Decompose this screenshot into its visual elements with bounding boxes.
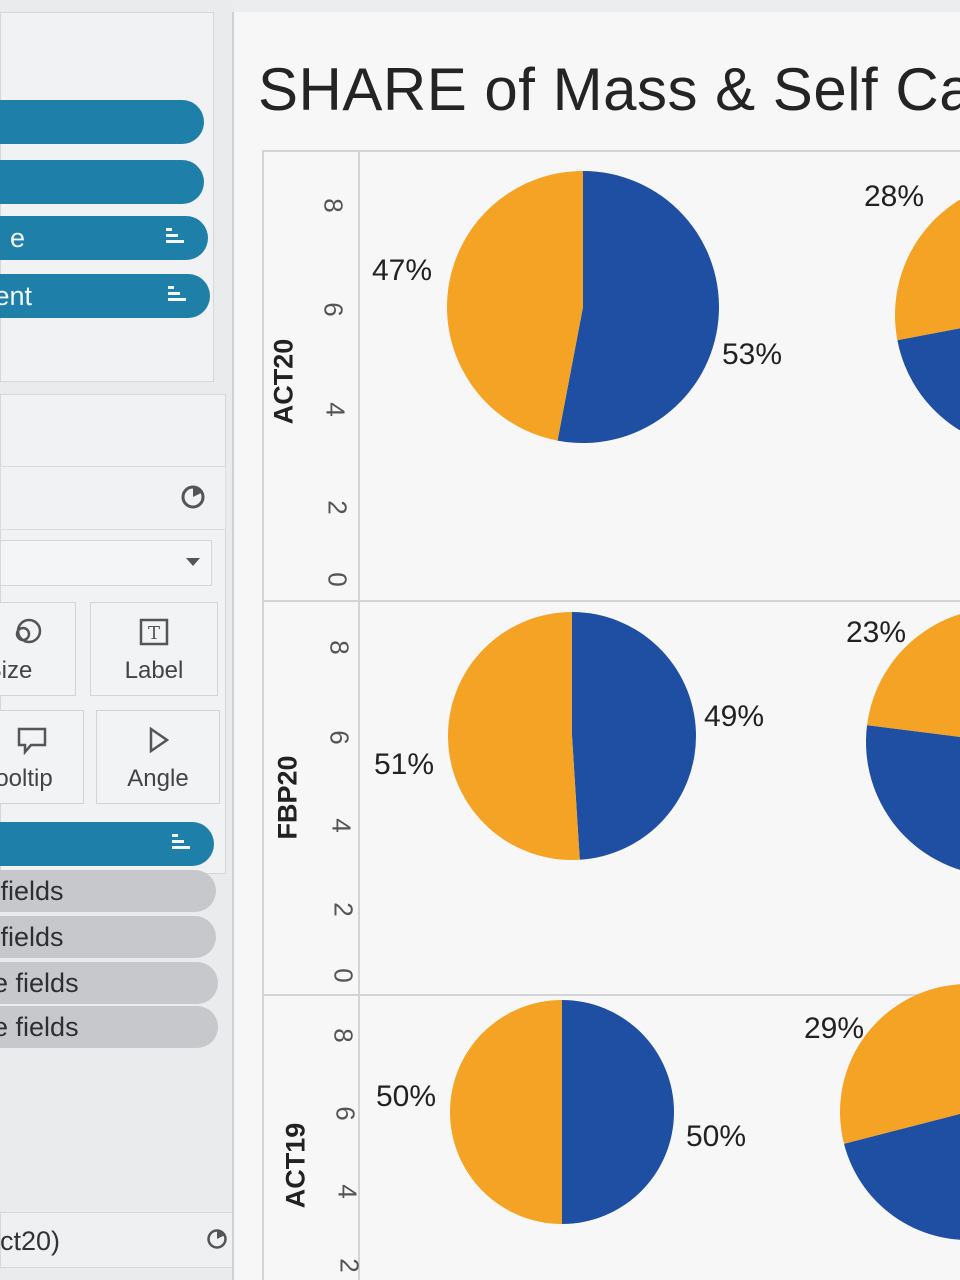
detail-pill-3-label: le fields [0, 921, 64, 952]
label-button[interactable]: T Label [90, 602, 218, 696]
pie-slice-orange[interactable] [867, 608, 960, 742]
sort-icon[interactable] [166, 228, 186, 248]
detail-pill-4-label: ble fields [0, 967, 79, 998]
chart-title: SHARE of Mass & Self Ca [258, 56, 960, 123]
axis-divider [262, 150, 264, 1280]
pie-label-orange: 50% [376, 1080, 437, 1113]
detail-pill-3[interactable]: le fields [0, 916, 216, 958]
pie-label-orange: 28% [864, 180, 925, 213]
size-button[interactable]: Size [0, 602, 76, 696]
pie-slice-orange[interactable] [895, 180, 960, 341]
size-label: Size [0, 657, 33, 684]
angle-label: Angle [127, 765, 189, 792]
field-pill-3-label: e [10, 222, 26, 253]
chevron-down-icon[interactable] [186, 558, 200, 566]
pie-label-orange: 51% [374, 748, 435, 781]
label-label: Label [124, 657, 184, 684]
field-pill-1[interactable] [0, 100, 204, 144]
pie-label-blue: 50% [686, 1120, 747, 1153]
row-divider [262, 994, 960, 996]
detail-pill-5[interactable]: ble fields [0, 1006, 218, 1048]
detail-pill-4[interactable]: ble fields [0, 962, 218, 1004]
angle-button[interactable]: Angle [96, 710, 220, 804]
sort-icon[interactable] [172, 834, 192, 854]
pie-label-orange: 29% [804, 1012, 865, 1045]
field-pill-4-label: ment [0, 280, 33, 311]
detail-pill-1[interactable]: ry [0, 822, 214, 866]
pie-slice-blue[interactable] [572, 612, 696, 860]
left-panel: e ment Size T Label ooltip Angle ry le f… [0, 0, 240, 1280]
pie-slice-orange[interactable] [446, 171, 583, 441]
field-pill-3[interactable]: e [0, 216, 208, 260]
pie-slice-orange[interactable] [840, 984, 960, 1144]
mark-type-dropdown[interactable] [0, 540, 212, 586]
sort-icon[interactable] [168, 286, 188, 306]
pie-slice-blue[interactable] [562, 1000, 674, 1224]
pie-slice-orange[interactable] [450, 1000, 562, 1224]
pie-label-orange: 47% [372, 254, 433, 287]
detail-pill-2[interactable]: le fields [0, 870, 216, 912]
filter-field-label: ct20) [0, 1226, 61, 1256]
pie-label-blue: 53% [722, 338, 783, 371]
pie-slice-blue[interactable] [866, 608, 960, 876]
angle-icon [149, 726, 170, 754]
mark-type-row [0, 466, 226, 530]
field-pill-4[interactable]: ment [0, 274, 210, 318]
tooltip-label: ooltip [0, 765, 53, 792]
tooltip-button[interactable]: ooltip [0, 710, 84, 804]
axis-divider [358, 150, 360, 1280]
detail-pill-5-label: ble fields [0, 1011, 79, 1042]
pie-label-orange: 23% [846, 616, 907, 649]
pie-slice-blue[interactable] [897, 180, 960, 450]
size-icon [15, 618, 42, 644]
detail-pill-2-label: le fields [0, 875, 64, 906]
pie-label-blue: 49% [704, 700, 765, 733]
pie-slice-orange[interactable] [447, 612, 580, 861]
field-pill-2[interactable] [0, 160, 204, 204]
pie-slice-blue[interactable] [557, 171, 719, 443]
svg-text:T: T [148, 623, 160, 644]
row-divider [262, 150, 960, 152]
pie-mark-icon [181, 485, 205, 509]
pie-slice-blue[interactable] [844, 984, 960, 1240]
text-label-icon: T [139, 618, 169, 646]
pie-mark-icon [207, 1229, 227, 1249]
row-divider [262, 600, 960, 602]
tooltip-icon [17, 727, 47, 755]
